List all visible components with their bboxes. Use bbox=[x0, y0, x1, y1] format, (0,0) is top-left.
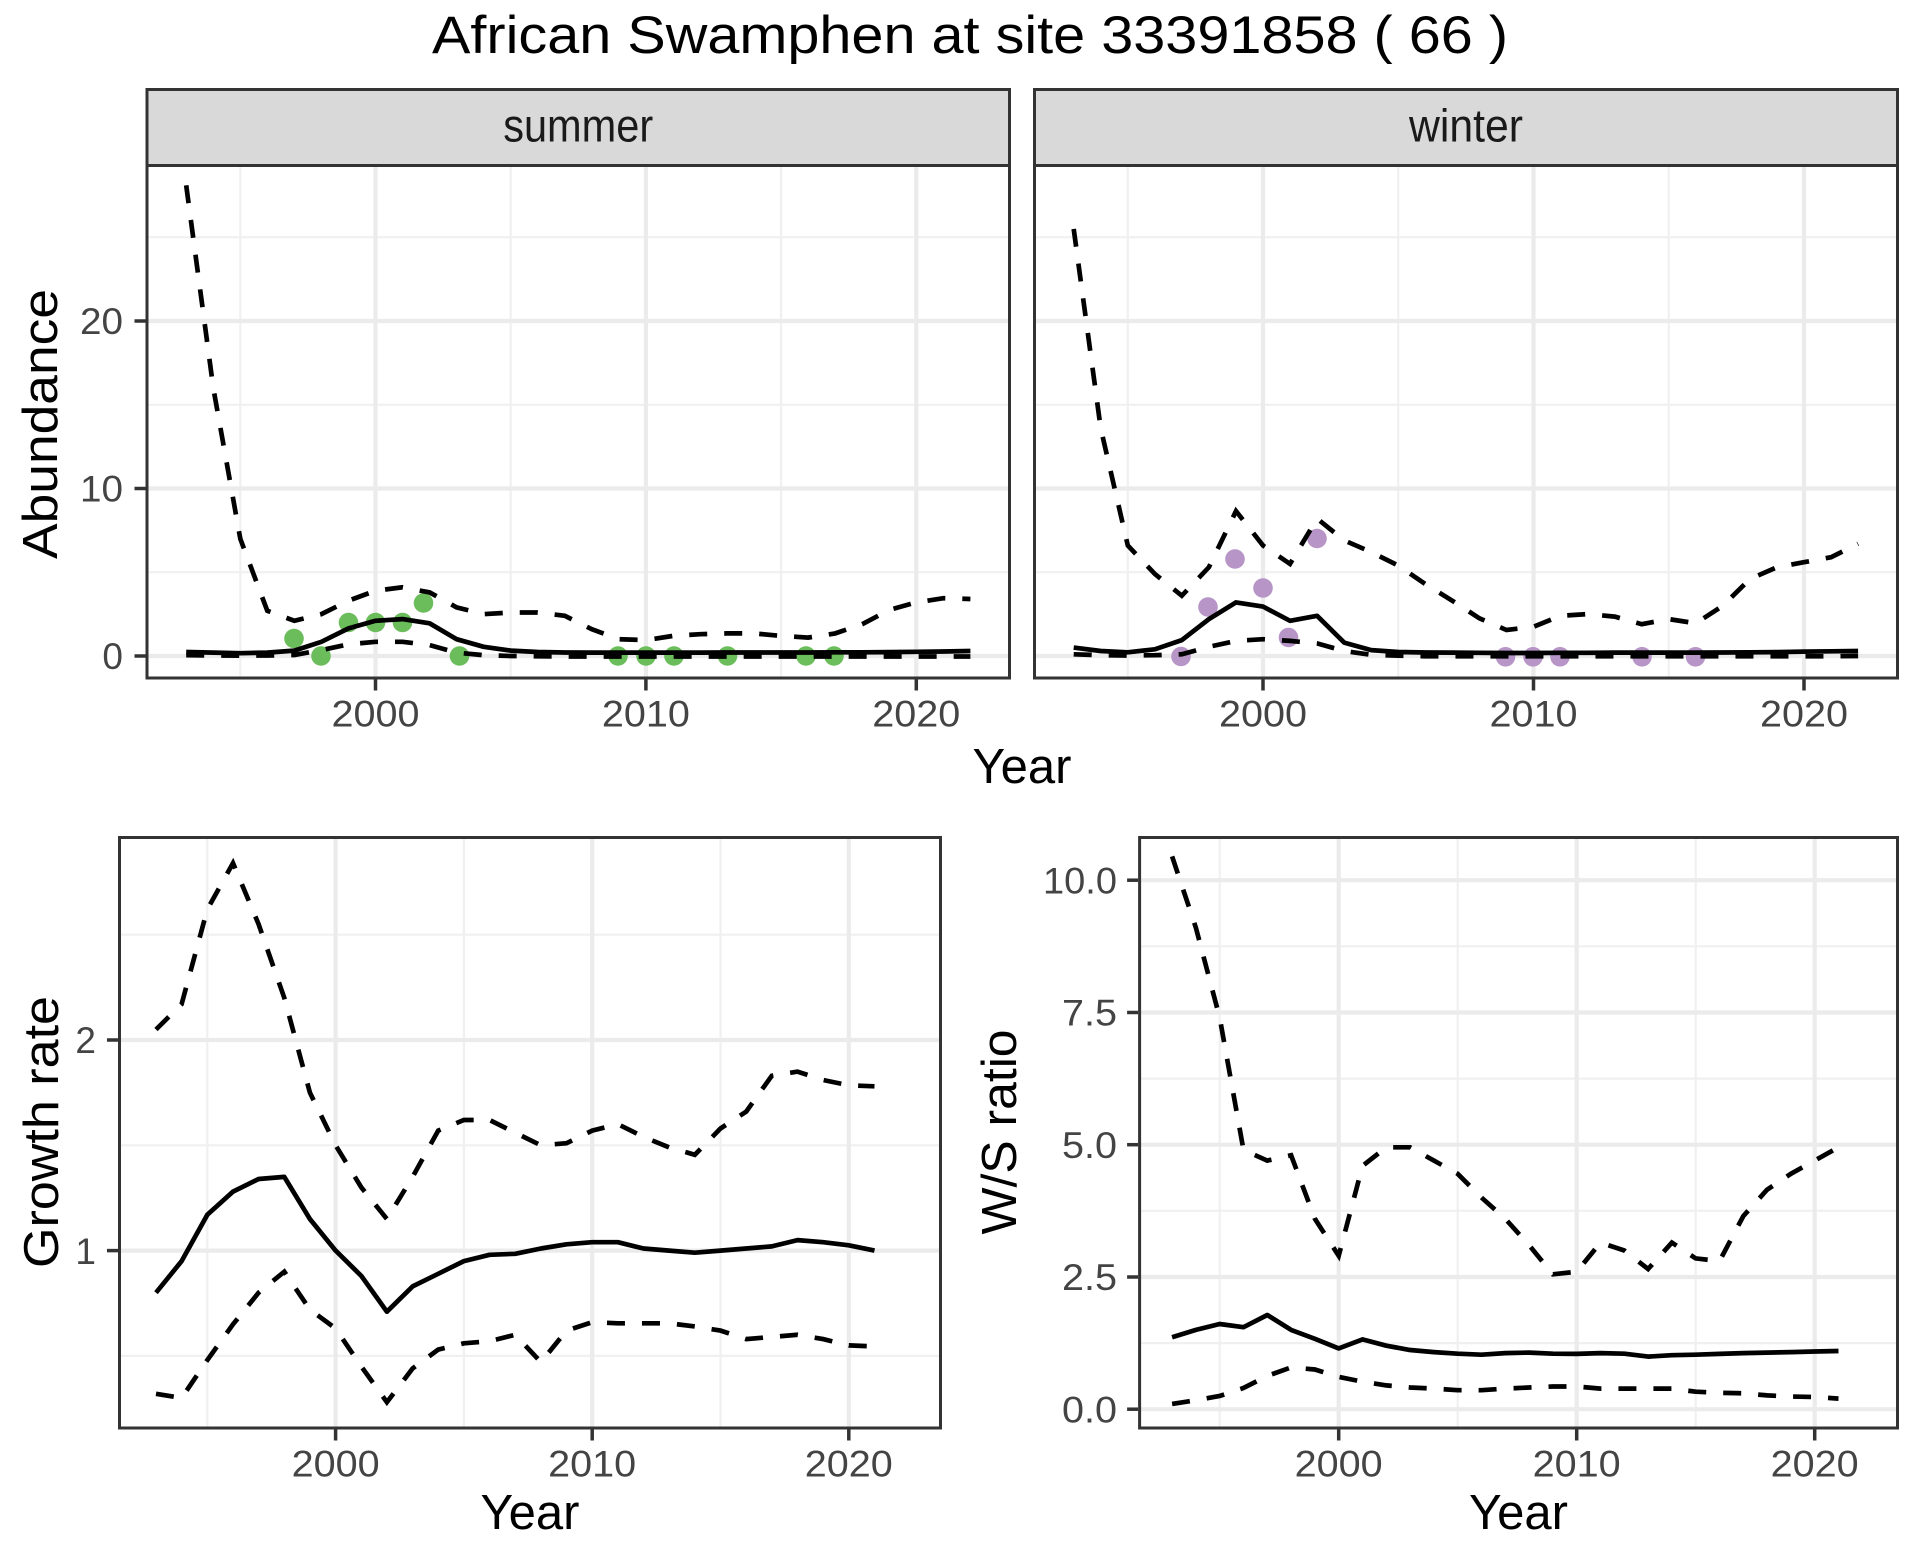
svg-text:10: 10 bbox=[80, 469, 123, 510]
svg-text:20: 20 bbox=[80, 301, 123, 342]
svg-text:Growth rate: Growth rate bbox=[15, 996, 69, 1268]
svg-text:2000: 2000 bbox=[292, 1444, 380, 1485]
svg-text:2010: 2010 bbox=[1533, 1444, 1621, 1485]
svg-text:10.0: 10.0 bbox=[1043, 860, 1117, 901]
svg-text:2010: 2010 bbox=[1490, 694, 1578, 735]
svg-text:Year: Year bbox=[1469, 1486, 1568, 1540]
svg-text:2000: 2000 bbox=[1219, 694, 1307, 735]
svg-text:2000: 2000 bbox=[332, 694, 420, 735]
svg-text:2020: 2020 bbox=[805, 1444, 893, 1485]
svg-text:African Swamphen at site 33391: African Swamphen at site 33391858 ( 66 ) bbox=[432, 6, 1508, 65]
svg-text:2020: 2020 bbox=[1771, 1444, 1859, 1485]
svg-text:2010: 2010 bbox=[548, 1444, 636, 1485]
svg-text:5.0: 5.0 bbox=[1062, 1125, 1117, 1166]
svg-text:7.5: 7.5 bbox=[1062, 993, 1117, 1034]
svg-text:0.0: 0.0 bbox=[1062, 1389, 1117, 1430]
svg-text:W/S ratio: W/S ratio bbox=[973, 1030, 1027, 1235]
svg-text:Year: Year bbox=[480, 1486, 579, 1540]
svg-text:2: 2 bbox=[75, 1020, 96, 1061]
svg-text:2010: 2010 bbox=[602, 694, 690, 735]
svg-text:summer: summer bbox=[503, 100, 653, 152]
svg-text:1: 1 bbox=[75, 1231, 96, 1272]
svg-text:2000: 2000 bbox=[1295, 1444, 1383, 1485]
svg-text:2.5: 2.5 bbox=[1062, 1257, 1117, 1298]
svg-text:2020: 2020 bbox=[872, 694, 960, 735]
svg-text:0: 0 bbox=[102, 636, 123, 677]
svg-text:Year: Year bbox=[972, 740, 1071, 794]
svg-text:Abundance: Abundance bbox=[14, 289, 68, 559]
svg-text:winter: winter bbox=[1408, 100, 1523, 152]
svg-text:2020: 2020 bbox=[1760, 694, 1848, 735]
